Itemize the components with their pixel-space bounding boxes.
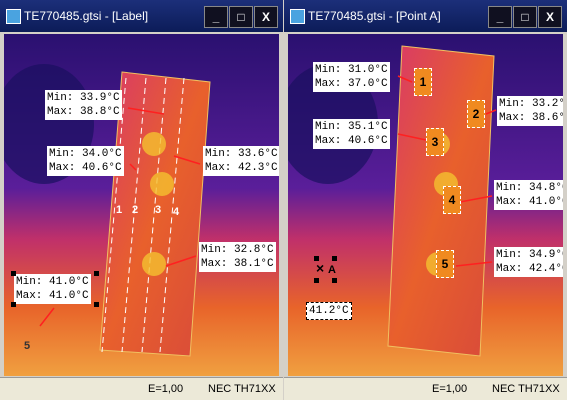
thermal-shape (459, 195, 493, 203)
min-temp: Min: 34.8°C (496, 182, 563, 194)
min-temp: Min: 41.0°C (16, 276, 89, 288)
thermal-view: Min: 33.9°C Max: 38.8°C Min: 34.0°C Max: 40… (4, 34, 279, 376)
selection-handle (332, 278, 337, 283)
max-temp: Max: 38.6°C (499, 112, 563, 124)
max-temp: Max: 38.1°C (201, 258, 274, 270)
selection-handle (314, 278, 319, 283)
region-marker[interactable]: 4 (443, 186, 461, 214)
emissivity: E=1,00 (148, 383, 184, 395)
point-temp[interactable]: 41.2°C (306, 302, 352, 320)
thermal-shape (121, 77, 147, 353)
point-cross: × (316, 260, 325, 276)
app-icon (6, 9, 21, 24)
status-bar: E=1,00 NEC TH71XX (284, 377, 567, 400)
measurement-label[interactable]: Min: 32.8°C Max: 38.1°C (199, 242, 276, 272)
measurement-label[interactable]: Min: 34.0°C Max: 40.6°C (47, 146, 124, 176)
selection-handle (11, 271, 16, 276)
measurement-label[interactable]: Min: 33.6°C Max: 42.3°C (203, 146, 279, 176)
max-temp: Max: 42.3°C (205, 162, 278, 174)
thermal-shape (397, 75, 413, 83)
min-temp: Min: 32.8°C (201, 244, 274, 256)
max-temp: Max: 40.6°C (315, 135, 388, 147)
selection-handle (314, 256, 319, 261)
thermal-shape (142, 132, 166, 156)
maximize-button[interactable]: □ (513, 6, 537, 28)
max-temp: Max: 42.4°C (496, 263, 563, 275)
status-bar: E=1,00 NEC TH71XX (0, 377, 283, 400)
thermal-shape (397, 133, 427, 141)
max-temp: Max: 41.0°C (16, 290, 89, 302)
region-marker[interactable]: 5 (24, 340, 31, 352)
close-button[interactable]: X (538, 6, 562, 28)
thermal-shape (99, 71, 211, 357)
minimize-button[interactable]: _ (488, 6, 512, 28)
measurement-label[interactable]: Min: 35.1°C Max: 40.6°C (313, 119, 390, 149)
measurement-label[interactable]: Min: 33.9°C Max: 38.8°C (45, 90, 122, 120)
thermal-shape (455, 261, 493, 267)
thermal-image (4, 34, 279, 376)
thermal-shape (39, 307, 55, 327)
min-temp: Min: 33.9°C (47, 92, 120, 104)
min-temp: Min: 33.2°C (499, 98, 563, 110)
thermal-shape (141, 77, 167, 353)
region-marker[interactable]: 3 (426, 128, 444, 156)
thermal-shape (173, 155, 201, 165)
thermal-shape (165, 255, 197, 267)
thermal-shape (127, 107, 165, 115)
measurement-label[interactable]: Min: 33.2°C Max: 38.6°C (497, 96, 563, 126)
region-marker[interactable]: 2 (467, 100, 485, 128)
max-temp: Max: 37.0°C (315, 78, 388, 90)
region-marker[interactable]: 3 (155, 204, 162, 216)
min-temp: Min: 34.0°C (49, 148, 122, 160)
point-name: A (328, 264, 336, 276)
measurement-label[interactable]: Min: 34.8°C Max: 41.0°C (494, 180, 563, 210)
selection-handle (332, 256, 337, 261)
thermal-shape (485, 109, 497, 115)
emissivity: E=1,00 (432, 383, 468, 395)
region-marker[interactable]: 2 (132, 204, 139, 216)
thermal-shape (387, 45, 495, 357)
measurement-label[interactable]: Min: 41.0°C Max: 41.0°C (11, 271, 99, 307)
region-marker[interactable]: 4 (173, 206, 180, 218)
close-button[interactable]: X (254, 6, 278, 28)
min-temp: Min: 34.9°C (496, 249, 563, 261)
region-marker[interactable]: 1 (414, 68, 432, 96)
min-temp: Min: 33.6°C (205, 148, 278, 160)
minimize-button[interactable]: _ (204, 6, 228, 28)
min-temp: Min: 31.0°C (315, 64, 388, 76)
window: TE770485.gtsi - [Label] _ □ X Min: 33.9°C Max… (0, 0, 283, 400)
thermal-shape (159, 77, 185, 353)
camera-model: NEC TH71XX (492, 383, 560, 395)
measurement-label[interactable]: Min: 34.9°C Max: 42.4°C (494, 247, 563, 277)
thermal-shape (150, 172, 174, 196)
measurement-label[interactable]: Min: 31.0°C Max: 37.0°C (313, 62, 390, 92)
thermal-shape (129, 163, 137, 171)
window: TE770485.gtsi - [Point A] _ □ X Min: 31.0°C M… (284, 0, 567, 400)
window-title: TE770485.gtsi - [Label] (24, 9, 149, 23)
thermal-shape (101, 77, 127, 353)
thermal-view: Min: 31.0°C Max: 37.0°C Min: 33.2°C Max: 38… (288, 34, 563, 376)
maximize-button[interactable]: □ (229, 6, 253, 28)
selection-handle (94, 271, 99, 276)
thermal-shape (142, 252, 166, 276)
selection-handle (11, 302, 16, 307)
min-temp: Min: 35.1°C (315, 121, 388, 133)
app-icon (290, 9, 305, 24)
region-marker[interactable]: 5 (436, 250, 454, 278)
camera-model: NEC TH71XX (208, 383, 276, 395)
max-temp: Max: 40.6°C (49, 162, 122, 174)
selection-handle (94, 302, 99, 307)
window-title: TE770485.gtsi - [Point A] (308, 9, 441, 23)
max-temp: Max: 38.8°C (47, 106, 120, 118)
region-marker[interactable]: 1 (116, 204, 123, 216)
max-temp: Max: 41.0°C (496, 196, 563, 208)
